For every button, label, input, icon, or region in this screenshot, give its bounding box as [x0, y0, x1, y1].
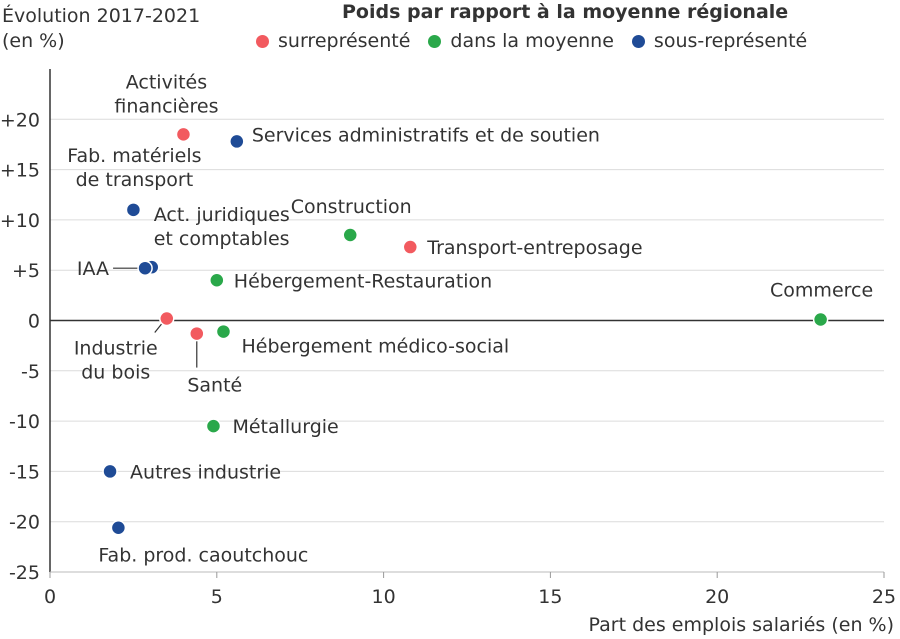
x-axis-title: Part des emplois salariés (en %) — [588, 614, 894, 636]
data-point — [229, 133, 245, 150]
legend-label-moyenne: dans la moyenne — [450, 30, 614, 52]
y-axis-label: Évolution 2017-2021 — [2, 5, 201, 27]
x-tick-label: 20 — [705, 586, 729, 608]
point-label: Act. juridiques — [154, 204, 290, 226]
y-tick-label: -5 — [21, 361, 40, 383]
data-point — [189, 325, 205, 342]
y-tick-label: +10 — [0, 210, 40, 232]
data-point — [175, 126, 192, 143]
legend: surreprésenté dans la moyenne sous-repré… — [256, 30, 825, 52]
data-point — [205, 418, 222, 434]
point-label: Hébergement-Restauration — [234, 270, 492, 292]
point-label: de transport — [76, 169, 194, 191]
y-tick-label: 0 — [28, 311, 40, 333]
y-tick-label: +5 — [12, 260, 40, 282]
data-point — [209, 272, 225, 289]
legend-marker-surrepresente — [256, 34, 269, 48]
legend-title: Poids par rapport à la moyenne régionale — [342, 1, 789, 23]
point-label: Transport-entreposage — [426, 237, 642, 259]
point-label: Industrie — [74, 337, 158, 359]
point-label: Hébergement médico-social — [241, 336, 509, 358]
x-tick-label: 10 — [372, 586, 396, 608]
legend-item-moyenne: dans la moyenne — [428, 30, 614, 52]
point-label: et comptables — [154, 228, 290, 250]
legend-label-sous-represente: sous-représenté — [653, 30, 808, 52]
point-label: Commerce — [770, 279, 873, 301]
y-axis-title: Évolution 2017-2021 (en %) — [2, 4, 200, 54]
point-label: Autres industrie — [130, 461, 281, 483]
y-tick-label: -15 — [9, 461, 40, 483]
point-label: du bois — [81, 361, 150, 383]
point-label: Santé — [187, 375, 242, 397]
x-tick-label: 5 — [211, 586, 223, 608]
data-point — [110, 519, 127, 536]
point-label: Activités — [126, 71, 207, 93]
data-point — [102, 463, 118, 480]
x-tick-label: 25 — [872, 586, 896, 608]
legend-marker-moyenne — [428, 34, 442, 48]
x-tick-label: 0 — [44, 586, 56, 608]
data-point — [402, 239, 419, 255]
x-tick-label: 15 — [538, 586, 562, 608]
y-tick-label: +15 — [0, 160, 40, 182]
y-tick-label: -20 — [9, 512, 40, 534]
data-point — [125, 202, 142, 218]
data-point — [137, 260, 153, 276]
legend-item-sous-represente: sous-représenté — [631, 30, 808, 52]
point-label: Métallurgie — [232, 416, 338, 438]
point-label: Construction — [291, 196, 412, 218]
legend-item-surrepresente: surreprésenté — [256, 30, 410, 52]
point-label: Fab. prod. caoutchouc — [98, 545, 308, 567]
data-point — [812, 311, 829, 328]
point-label: Fab. matériels — [67, 145, 201, 167]
y-tick-label: -10 — [9, 411, 40, 433]
data-point — [159, 310, 175, 327]
data-point — [215, 323, 232, 340]
leader-line — [154, 322, 164, 333]
y-axis-unit: (en %) — [2, 30, 65, 52]
point-label: Services administratifs et de soutien — [252, 124, 600, 146]
data-point — [342, 227, 358, 243]
legend-label-surrepresente: surreprésenté — [278, 30, 411, 52]
y-tick-label: +20 — [0, 109, 40, 131]
legend-marker-sous-represente — [631, 34, 645, 48]
point-label: IAA — [77, 258, 109, 280]
y-tick-label: -25 — [9, 562, 40, 584]
point-label: financières — [114, 95, 218, 117]
